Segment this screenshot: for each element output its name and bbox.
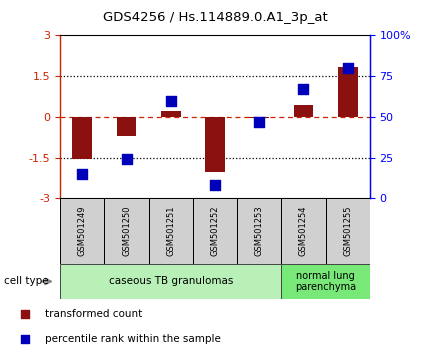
Bar xyxy=(72,117,92,159)
Text: GDS4256 / Hs.114889.0.A1_3p_at: GDS4256 / Hs.114889.0.A1_3p_at xyxy=(103,11,327,24)
Bar xyxy=(237,198,281,264)
Text: GSM501250: GSM501250 xyxy=(122,206,131,256)
Bar xyxy=(161,112,181,117)
Bar xyxy=(249,117,269,118)
Text: GSM501252: GSM501252 xyxy=(211,206,219,256)
Bar xyxy=(281,264,370,299)
Text: GSM501251: GSM501251 xyxy=(166,206,175,256)
Bar xyxy=(205,117,225,172)
Point xyxy=(344,65,351,71)
Bar xyxy=(149,198,193,264)
Point xyxy=(167,98,174,103)
Point xyxy=(256,119,263,125)
Text: normal lung
parenchyma: normal lung parenchyma xyxy=(295,270,356,292)
Point xyxy=(123,156,130,162)
Text: GSM501253: GSM501253 xyxy=(255,206,264,256)
Bar xyxy=(60,264,281,299)
Bar xyxy=(326,198,370,264)
Text: GSM501255: GSM501255 xyxy=(343,206,352,256)
Point xyxy=(212,182,218,188)
Text: GSM501254: GSM501254 xyxy=(299,206,308,256)
Bar xyxy=(294,105,313,117)
Text: GSM501249: GSM501249 xyxy=(78,206,87,256)
Point xyxy=(322,9,329,15)
Bar xyxy=(193,198,237,264)
Text: cell type: cell type xyxy=(4,276,49,286)
Bar xyxy=(338,67,358,117)
Bar xyxy=(117,117,136,136)
Point xyxy=(300,86,307,92)
Text: caseous TB granulomas: caseous TB granulomas xyxy=(109,276,233,286)
Bar xyxy=(281,198,326,264)
Bar xyxy=(60,198,104,264)
Point xyxy=(322,239,329,245)
Point xyxy=(79,171,86,177)
Text: percentile rank within the sample: percentile rank within the sample xyxy=(45,335,221,344)
Text: transformed count: transformed count xyxy=(45,309,142,319)
Bar xyxy=(104,198,149,264)
